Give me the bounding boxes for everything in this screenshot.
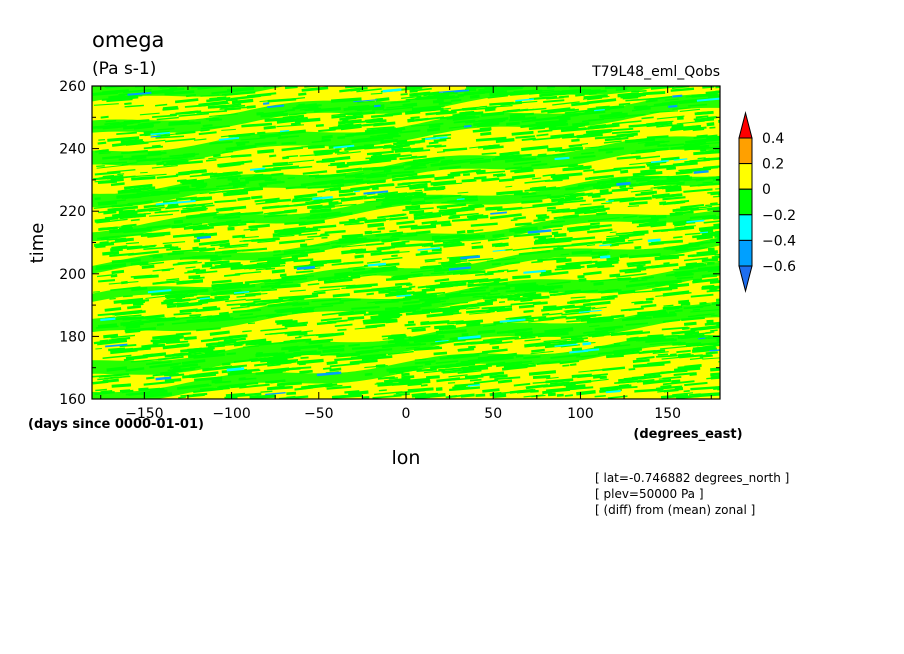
- colorbar-tick-label: −0.4: [762, 233, 796, 249]
- x-tick-label: −100: [212, 406, 250, 422]
- y-tick-label: 180: [59, 329, 86, 345]
- y-axis-label: time: [27, 223, 48, 264]
- colorbar-box: [738, 137, 753, 165]
- omega-field: [92, 86, 720, 399]
- colorbar-tick-label: 0.4: [762, 131, 784, 147]
- colorbar-box: [738, 239, 753, 267]
- y-tick-label: 220: [59, 204, 86, 220]
- note-pressure-level: [ plev=50000 Pa ]: [595, 487, 704, 501]
- y-axis: 160 180 200 220 240 260: [59, 79, 720, 408]
- colorbar-box: [738, 188, 753, 216]
- note-latitude: [ lat=-0.746882 degrees_north ]: [595, 471, 789, 485]
- y-tick-label: 260: [59, 79, 86, 95]
- chart-units: (Pa s-1): [92, 59, 156, 79]
- x-axis-units: (degrees_east): [633, 427, 742, 442]
- x-axis: −150 −100 −50 0 50 100 150: [100, 86, 712, 422]
- colorbar-min-arrow: [738, 265, 753, 293]
- note-zonal-diff: [ (diff) from (mean) zonal ]: [595, 503, 755, 517]
- y-axis-units: (days since 0000-01-01): [28, 417, 204, 432]
- chart-title: omega: [92, 28, 164, 52]
- colorbar-box: [738, 163, 753, 190]
- colorbar-tick-label: 0.2: [762, 157, 784, 173]
- colorbar: 0.4 0.2 0 −0.2 −0.4 −0.6: [738, 111, 796, 293]
- y-tick-label: 200: [59, 267, 86, 283]
- y-tick-label: 160: [59, 392, 86, 408]
- colorbar-tick-label: 0: [762, 182, 771, 198]
- x-tick-label: 100: [567, 406, 594, 422]
- x-axis-label: lon: [392, 447, 421, 469]
- colorbar-max-arrow: [738, 111, 753, 139]
- colorbar-tick-label: −0.2: [762, 208, 796, 224]
- x-tick-label: 50: [484, 406, 502, 422]
- x-tick-label: −50: [304, 406, 334, 422]
- plot-area: −150 −100 −50 0 50 100 150 160 180 200 220 240 260: [59, 79, 721, 422]
- colorbar-tick-label: −0.6: [762, 259, 796, 275]
- run-label: T79L48_eml_Qobs: [591, 64, 720, 80]
- colorbar-box: [738, 214, 753, 241]
- x-tick-label: 0: [402, 406, 411, 422]
- x-tick-label: −150: [125, 406, 163, 422]
- x-tick-label: 150: [654, 406, 681, 422]
- y-tick-label: 240: [59, 142, 86, 158]
